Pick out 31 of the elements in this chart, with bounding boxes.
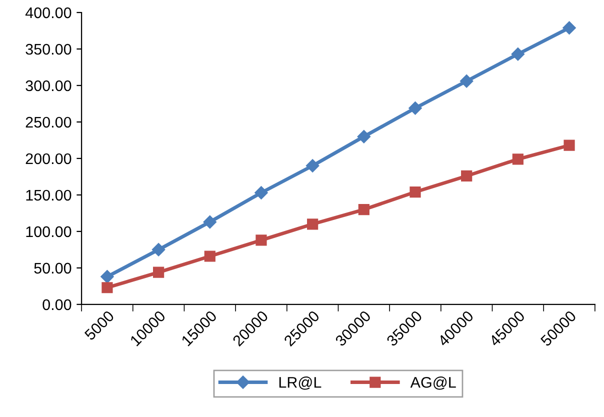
point	[410, 186, 421, 198]
legend-label: LR@L	[279, 376, 322, 390]
point	[511, 48, 525, 61]
point	[564, 140, 575, 151]
y-tick-label: 250.00	[26, 116, 72, 128]
point	[100, 270, 114, 284]
point	[460, 74, 474, 88]
point	[357, 130, 370, 144]
point	[254, 186, 268, 200]
point	[256, 234, 267, 246]
y-tick-label: 150.00	[26, 190, 72, 201]
y-tick-label: 350.00	[26, 44, 72, 55]
point	[562, 21, 576, 34]
y-tick-label: 200.00	[26, 153, 72, 164]
legend-label: AG@L	[410, 376, 456, 390]
point	[512, 154, 524, 165]
point	[408, 102, 422, 115]
point	[152, 266, 164, 278]
y-tick-label: 400.00	[25, 7, 72, 18]
point	[358, 204, 370, 216]
y-tick-label: 0.00	[42, 299, 72, 310]
point	[307, 218, 318, 230]
point	[102, 282, 113, 294]
y-tick-label: 50.00	[34, 262, 72, 274]
y-tick-label: 100.00	[26, 226, 72, 238]
point	[461, 170, 472, 182]
point	[203, 215, 216, 229]
y-tick-label: 300.00	[26, 80, 72, 92]
point	[204, 250, 216, 262]
point	[306, 159, 320, 172]
point	[152, 243, 166, 256]
